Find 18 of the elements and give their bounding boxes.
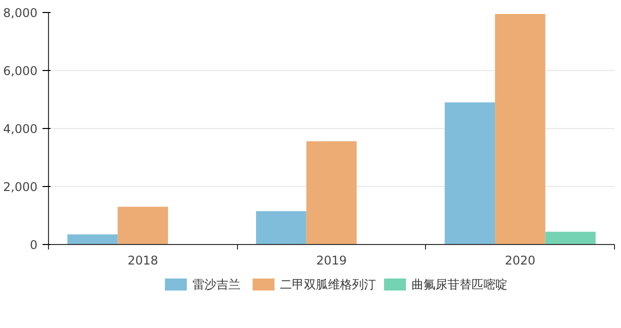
y-tick-label: 4,000 [3, 122, 38, 136]
y-tick-label: 2,000 [3, 180, 38, 194]
bar [67, 234, 118, 244]
x-tick-label: 2020 [504, 254, 536, 268]
bar [444, 102, 496, 244]
bar [545, 232, 596, 244]
y-tick-label: 6,000 [3, 64, 38, 78]
bar [306, 141, 357, 244]
x-tick-label: 2018 [128, 254, 158, 268]
legend-label: 雷沙吉兰 [192, 278, 240, 292]
bar [495, 14, 546, 244]
y-tick-label: 8,000 [3, 6, 38, 20]
legend-label: 二甲双胍维格列汀 [280, 278, 376, 292]
x-tick-label: 2019 [316, 254, 347, 268]
bar [118, 206, 168, 244]
y-tick-label: 0 [30, 238, 38, 252]
bar [256, 211, 306, 244]
legend-label: 曲氟尿苷替匹嘧啶 [411, 278, 508, 292]
